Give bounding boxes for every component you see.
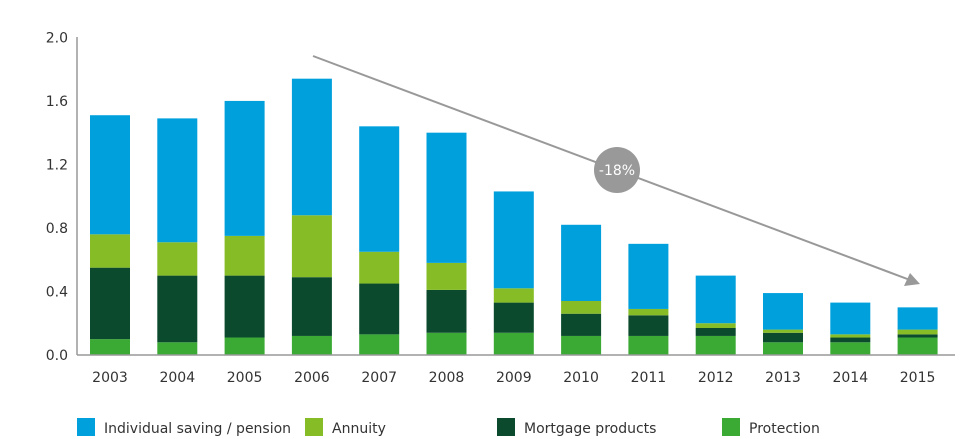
bar-segment-mortgage-products-2014 <box>830 337 871 343</box>
bar-segment-protection-2006 <box>291 335 332 355</box>
bar-segment-individual-saving-pension-2010 <box>561 224 602 302</box>
bar-segment-annuity-2010 <box>561 301 602 314</box>
bar-segment-individual-saving-pension-2014 <box>830 302 871 335</box>
bar-segment-annuity-2008 <box>426 262 467 290</box>
bar-segment-individual-saving-pension-2013 <box>763 293 803 330</box>
bar-segment-annuity-2003 <box>90 234 130 268</box>
bar-segment-individual-saving-pension-2003 <box>90 115 130 235</box>
bar-segment-individual-saving-pension-2012 <box>695 275 736 324</box>
x-tick-label: 2006 <box>294 370 330 386</box>
bar-segment-annuity-2006 <box>291 215 332 278</box>
bar-segment-mortgage-products-2010 <box>561 313 602 336</box>
x-tick-label: 2004 <box>159 370 195 386</box>
x-tick-label: 2005 <box>227 370 263 386</box>
legend-label: Protection <box>749 421 820 437</box>
bar-segment-mortgage-products-2013 <box>763 332 803 343</box>
bar-segment-mortgage-products-2009 <box>493 302 534 333</box>
x-tick-label: 2009 <box>496 370 532 386</box>
legend-swatch <box>497 418 515 436</box>
bar-segment-protection-2011 <box>628 335 669 355</box>
x-tick-label: 2013 <box>765 370 801 386</box>
bar-segment-protection-2007 <box>359 334 400 355</box>
bar-segment-annuity-2015 <box>897 329 938 335</box>
x-tick-label: 2007 <box>361 370 397 386</box>
bar-segment-mortgage-products-2012 <box>695 328 736 336</box>
bar-segment-protection-2008 <box>426 332 467 355</box>
bar-segment-mortgage-products-2004 <box>157 275 198 343</box>
y-tick-label: 2.0 <box>46 30 68 46</box>
y-tick-label: 1.6 <box>46 94 68 110</box>
bar-segment-protection-2015 <box>897 337 938 355</box>
x-tick-label: 2014 <box>832 370 868 386</box>
bar-segment-protection-2009 <box>493 332 534 355</box>
legend-swatch <box>77 418 95 436</box>
y-tick-label: 1.2 <box>46 157 68 173</box>
bar-segment-mortgage-products-2015 <box>897 334 938 338</box>
bar-segment-individual-saving-pension-2006 <box>291 78 332 216</box>
x-tick-label: 2003 <box>92 370 128 386</box>
bar-segment-annuity-2009 <box>493 288 534 303</box>
y-tick-label: 0.8 <box>46 221 68 237</box>
x-tick-label: 2010 <box>563 370 599 386</box>
trend-arrow-head <box>904 273 920 286</box>
bar-segment-mortgage-products-2003 <box>90 267 130 340</box>
bar-segment-mortgage-products-2005 <box>224 275 265 338</box>
bar-segment-annuity-2014 <box>830 334 871 338</box>
bar-segment-individual-saving-pension-2005 <box>224 100 265 236</box>
legend-label: Annuity <box>332 421 386 437</box>
bar-segment-individual-saving-pension-2009 <box>493 191 534 289</box>
legend: Individual saving / pension Annuity Mortga… <box>77 418 820 437</box>
bar-segment-annuity-2012 <box>695 323 736 329</box>
trend-badge <box>594 147 640 193</box>
bar-segment-protection-2012 <box>695 335 736 355</box>
bar-segment-annuity-2004 <box>157 242 198 276</box>
bar-segment-annuity-2007 <box>359 251 400 284</box>
bar-segment-individual-saving-pension-2008 <box>426 132 467 263</box>
bar-segment-protection-2014 <box>830 342 871 355</box>
bar-segment-protection-2004 <box>157 342 198 355</box>
x-tick-label: 2008 <box>429 370 465 386</box>
trend-annotation: -18% <box>312 55 920 286</box>
bar-segment-annuity-2011 <box>628 308 669 316</box>
bar-segment-individual-saving-pension-2007 <box>359 126 400 252</box>
bar-segment-protection-2003 <box>90 339 130 355</box>
bar-segment-annuity-2005 <box>224 235 265 276</box>
bar-segment-mortgage-products-2011 <box>628 315 669 336</box>
legend-swatch <box>722 418 740 436</box>
bar-segment-individual-saving-pension-2011 <box>628 243 669 309</box>
y-tick-label: 0.4 <box>46 284 68 300</box>
bar-segment-mortgage-products-2006 <box>291 277 332 336</box>
x-tick-label: 2015 <box>900 370 936 386</box>
bar-segment-individual-saving-pension-2015 <box>897 307 938 330</box>
bar-segment-individual-saving-pension-2004 <box>157 118 198 243</box>
bar-segment-protection-2005 <box>224 337 265 355</box>
legend-swatch <box>305 418 323 436</box>
legend-label: Mortgage products <box>524 421 656 437</box>
bar-segment-annuity-2013 <box>763 329 803 333</box>
bar-segment-protection-2010 <box>561 335 602 355</box>
y-tick-label: 0.0 <box>46 348 68 364</box>
bar-segment-protection-2013 <box>763 342 803 355</box>
legend-label: Individual saving / pension <box>104 421 291 437</box>
bar-segment-mortgage-products-2008 <box>426 289 467 333</box>
bar-segment-mortgage-products-2007 <box>359 283 400 335</box>
x-tick-label: 2011 <box>631 370 667 386</box>
trend-badge-label: -18% <box>599 163 635 179</box>
x-tick-label: 2012 <box>698 370 734 386</box>
